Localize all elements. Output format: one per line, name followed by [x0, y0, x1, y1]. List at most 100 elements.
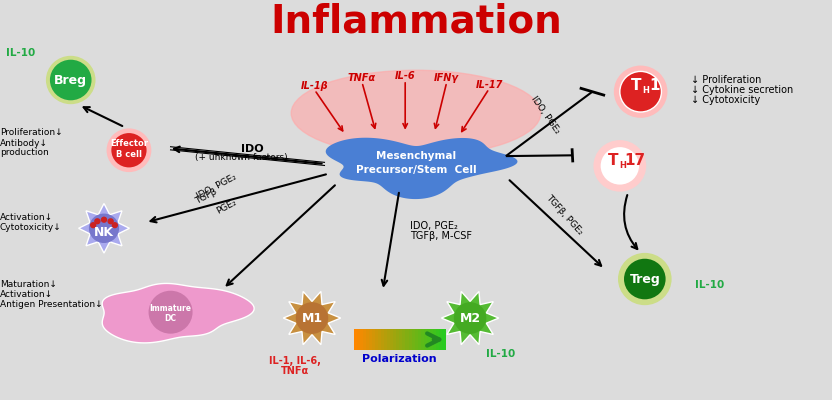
Ellipse shape — [94, 218, 101, 224]
Polygon shape — [441, 292, 498, 345]
Text: (+ unknown factors): (+ unknown factors) — [195, 153, 288, 162]
Text: Maturation↓: Maturation↓ — [0, 280, 57, 289]
Text: Mesenchymal: Mesenchymal — [376, 151, 456, 161]
Bar — [423, 328, 428, 350]
Bar — [427, 328, 431, 350]
Ellipse shape — [296, 302, 328, 334]
Bar — [378, 328, 382, 350]
Text: PGE₂: PGE₂ — [215, 198, 238, 216]
Text: IDO, PGE₂: IDO, PGE₂ — [410, 221, 458, 231]
Text: IFNγ: IFNγ — [434, 73, 459, 83]
Ellipse shape — [453, 302, 486, 334]
Bar — [384, 328, 388, 350]
Text: IL-10: IL-10 — [695, 280, 724, 290]
Bar — [430, 328, 433, 350]
Bar — [394, 328, 397, 350]
Ellipse shape — [111, 133, 146, 168]
Text: TNFα: TNFα — [281, 366, 310, 376]
Text: IL-17: IL-17 — [476, 80, 503, 90]
Bar — [436, 328, 440, 350]
Ellipse shape — [111, 222, 118, 228]
Text: IDO, PGE₂: IDO, PGE₂ — [195, 172, 238, 200]
Bar — [359, 328, 364, 350]
Text: ↓ Proliferation: ↓ Proliferation — [691, 75, 761, 85]
Ellipse shape — [101, 216, 107, 223]
Text: ↓ Cytotoxicity: ↓ Cytotoxicity — [691, 94, 760, 104]
Text: IL-1, IL-6,: IL-1, IL-6, — [270, 356, 321, 366]
Text: IL-10: IL-10 — [486, 349, 516, 359]
Text: M2: M2 — [459, 312, 481, 324]
Ellipse shape — [291, 70, 541, 156]
Text: B cell: B cell — [116, 150, 142, 160]
Ellipse shape — [614, 66, 667, 118]
Text: DC: DC — [165, 314, 176, 322]
Text: IL-6: IL-6 — [395, 71, 415, 81]
Ellipse shape — [593, 140, 646, 192]
Text: IL-1β: IL-1β — [300, 81, 329, 91]
Bar — [442, 328, 446, 350]
Bar — [418, 328, 422, 350]
Text: Breg: Breg — [54, 74, 87, 86]
Text: 17: 17 — [624, 152, 646, 168]
Text: Activation↓: Activation↓ — [0, 213, 53, 222]
Bar — [396, 328, 400, 350]
Bar — [412, 328, 415, 350]
Ellipse shape — [624, 259, 666, 299]
Text: 1: 1 — [650, 78, 660, 93]
Ellipse shape — [89, 214, 119, 243]
Text: IL-10: IL-10 — [6, 48, 36, 58]
Bar — [433, 328, 437, 350]
Bar — [403, 328, 406, 350]
Ellipse shape — [620, 72, 661, 112]
Ellipse shape — [46, 56, 96, 104]
Text: Inflammation: Inflammation — [270, 2, 562, 40]
Bar — [387, 328, 391, 350]
Bar — [363, 328, 367, 350]
Ellipse shape — [50, 60, 92, 100]
Text: Treg: Treg — [630, 272, 660, 286]
Bar — [372, 328, 376, 350]
Polygon shape — [78, 204, 130, 253]
Text: Cytotoxicity↓: Cytotoxicity↓ — [0, 223, 62, 232]
Bar — [375, 328, 379, 350]
Bar — [405, 328, 409, 350]
Text: H: H — [620, 160, 626, 170]
Text: Proliferation↓: Proliferation↓ — [0, 128, 62, 137]
Text: Antibody↓: Antibody↓ — [0, 139, 48, 148]
Bar — [399, 328, 404, 350]
Text: TGFβ, M-CSF: TGFβ, M-CSF — [410, 231, 473, 241]
Bar — [369, 328, 373, 350]
Bar — [357, 328, 360, 350]
Polygon shape — [283, 292, 341, 345]
Text: ↓ Cytokine secretion: ↓ Cytokine secretion — [691, 85, 793, 95]
Text: TNFα: TNFα — [348, 73, 376, 83]
Text: TGFβ, PGE₂: TGFβ, PGE₂ — [544, 193, 584, 236]
Text: M1: M1 — [301, 312, 323, 324]
Text: TGFβ: TGFβ — [194, 187, 219, 206]
Text: Polarization: Polarization — [362, 354, 437, 364]
Ellipse shape — [601, 147, 639, 184]
Bar — [439, 328, 443, 350]
Text: Effector: Effector — [110, 139, 148, 148]
Bar — [354, 328, 358, 350]
Bar — [409, 328, 413, 350]
Text: production: production — [0, 148, 49, 158]
Text: Activation↓: Activation↓ — [0, 290, 53, 299]
Text: Precursor/Stem  Cell: Precursor/Stem Cell — [356, 165, 476, 175]
Text: IDO: IDO — [240, 144, 264, 154]
Bar — [366, 328, 369, 350]
Bar — [381, 328, 385, 350]
Text: NK: NK — [94, 226, 114, 239]
Bar — [414, 328, 418, 350]
Bar — [390, 328, 394, 350]
Text: IDO, PGE₂: IDO, PGE₂ — [528, 95, 562, 136]
Polygon shape — [325, 138, 518, 199]
Text: T: T — [631, 78, 641, 93]
Ellipse shape — [106, 128, 151, 172]
Text: H: H — [642, 86, 649, 95]
Text: Immature: Immature — [150, 304, 191, 313]
Ellipse shape — [107, 218, 114, 224]
Bar — [421, 328, 424, 350]
Ellipse shape — [149, 291, 192, 334]
Polygon shape — [102, 284, 254, 343]
